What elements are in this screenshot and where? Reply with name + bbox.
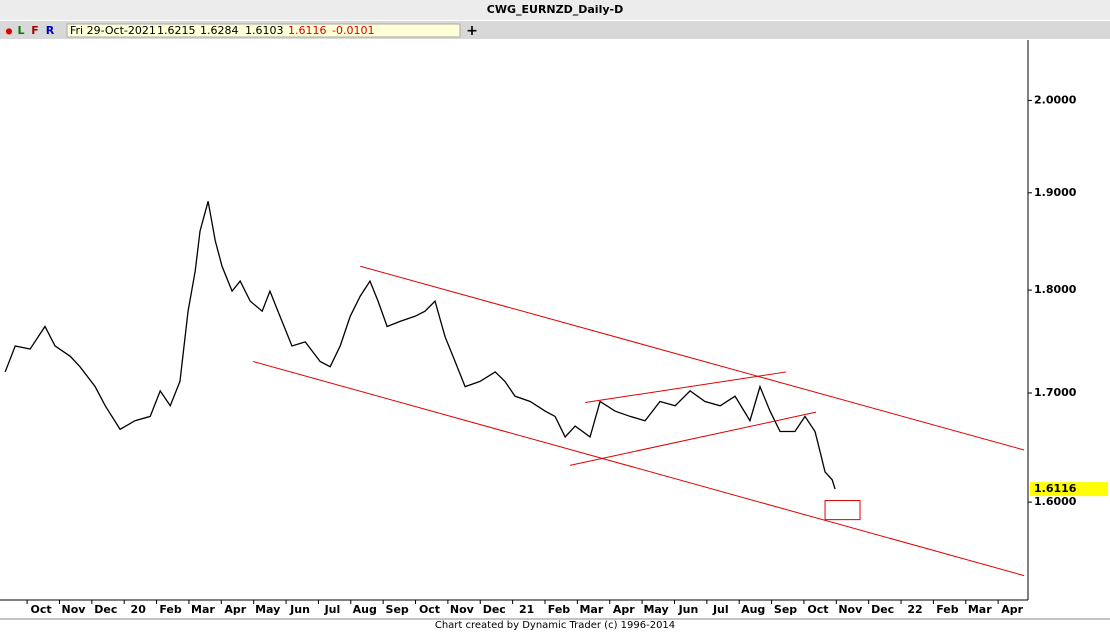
x-tick-label: Jul	[712, 603, 729, 616]
last-price-marker	[1030, 482, 1108, 497]
quote-close: 1.6116	[288, 24, 327, 37]
x-tick-label: Nov	[62, 603, 87, 616]
quote-open: 1.6215	[157, 24, 196, 37]
x-tick-label: Dec	[483, 603, 506, 616]
x-tick-label: Dec	[94, 603, 117, 616]
price-line	[4, 201, 836, 490]
x-tick-label: Aug	[353, 603, 377, 616]
x-tick-label: Nov	[838, 603, 863, 616]
x-tick-label: Apr	[1001, 603, 1023, 616]
y-tick-label: 1.9000	[1034, 186, 1077, 199]
x-tick-label: Sep	[774, 603, 797, 616]
x-tick-label: Mar	[191, 603, 215, 616]
quote-low: 1.6103	[245, 24, 284, 37]
y-tick-label: 2.0000	[1034, 93, 1077, 106]
x-tick-label: Oct	[807, 603, 828, 616]
x-tick-label: Feb	[159, 603, 182, 616]
add-button[interactable]: +	[466, 23, 478, 39]
y-tick-label: 1.8000	[1034, 283, 1077, 296]
quote-date: Fri 29-Oct-2021	[70, 24, 156, 37]
x-tick-label: Apr	[224, 603, 246, 616]
x-tick-label: Feb	[548, 603, 571, 616]
quote-change: -0.0101	[332, 24, 374, 37]
footer: Chart created by Dynamic Trader (c) 1996…	[435, 620, 675, 631]
x-tick-label: Mar	[579, 603, 603, 616]
x-tick-label: Apr	[613, 603, 635, 616]
x-tick-label: Jun	[678, 603, 699, 616]
x-tick-label: May	[643, 603, 668, 616]
x-tick-label: May	[255, 603, 280, 616]
trend-line	[252, 361, 1025, 577]
x-tick-label: Feb	[936, 603, 959, 616]
trend-line	[569, 411, 817, 466]
x-tick-label: 21	[519, 603, 534, 616]
quote-box	[66, 23, 461, 38]
x-tick-label: Jun	[289, 603, 310, 616]
chart-title: CWG_EURNZD_Daily-D	[487, 3, 623, 16]
x-tick-label: Oct	[31, 603, 52, 616]
x-tick-label: Aug	[741, 603, 765, 616]
x-tick-label: Jul	[324, 603, 341, 616]
x-tick-label: 20	[131, 603, 147, 616]
button[interactable]: L	[17, 24, 24, 37]
trend-line	[585, 371, 787, 404]
x-tick-label: Nov	[450, 603, 475, 616]
x-tick-label: Mar	[968, 603, 992, 616]
last-price-label: 1.6116	[1034, 482, 1077, 495]
x-tick-label: Sep	[386, 603, 409, 616]
button[interactable]: ●	[6, 27, 13, 36]
target-box	[824, 500, 861, 521]
x-tick-label: Dec	[871, 603, 894, 616]
y-tick-label: 1.7000	[1034, 386, 1077, 399]
trend-line	[360, 265, 1025, 451]
button[interactable]: R	[46, 24, 55, 37]
y-tick-label: 1.6000	[1034, 495, 1077, 508]
title-bar	[0, 0, 1110, 20]
button[interactable]: F	[31, 24, 39, 37]
quote-high: 1.6284	[200, 24, 239, 37]
x-tick-label: 22	[907, 603, 922, 616]
x-tick-label: Oct	[419, 603, 440, 616]
